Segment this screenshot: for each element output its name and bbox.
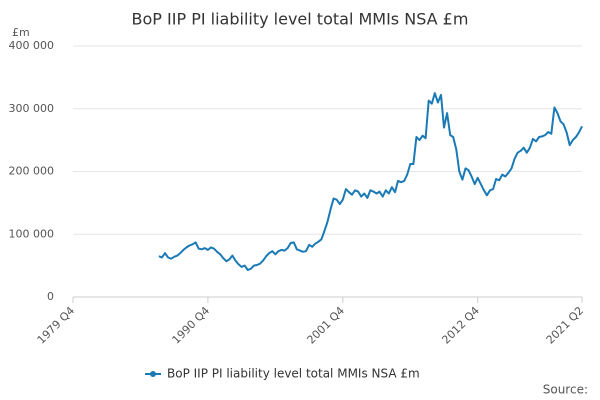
y-tick-label: 200 000 xyxy=(9,165,55,178)
x-tick-label: 1979 Q4 xyxy=(35,304,78,347)
y-tick-label: 0 xyxy=(47,290,54,303)
y-unit: £m xyxy=(12,26,30,39)
source: Source: xyxy=(543,383,588,397)
y-tick-label: 400 000 xyxy=(9,39,55,52)
line-series xyxy=(158,92,583,271)
legend-marker xyxy=(150,371,156,377)
x-tick-label: 2001 Q4 xyxy=(305,304,348,347)
x-tick-label: 2012 Q4 xyxy=(439,304,482,347)
y-tick-label: 300 000 xyxy=(9,102,55,115)
chart-title: BoP IIP PI liability level total MMIs NS… xyxy=(132,10,469,29)
x-tick-label: 2021 Q2 xyxy=(544,304,587,347)
x-tick-label: 1990 Q4 xyxy=(170,304,213,347)
legend-label: BoP IIP PI liability level total MMIs NS… xyxy=(167,367,420,381)
y-tick-label: 100 000 xyxy=(9,227,55,240)
